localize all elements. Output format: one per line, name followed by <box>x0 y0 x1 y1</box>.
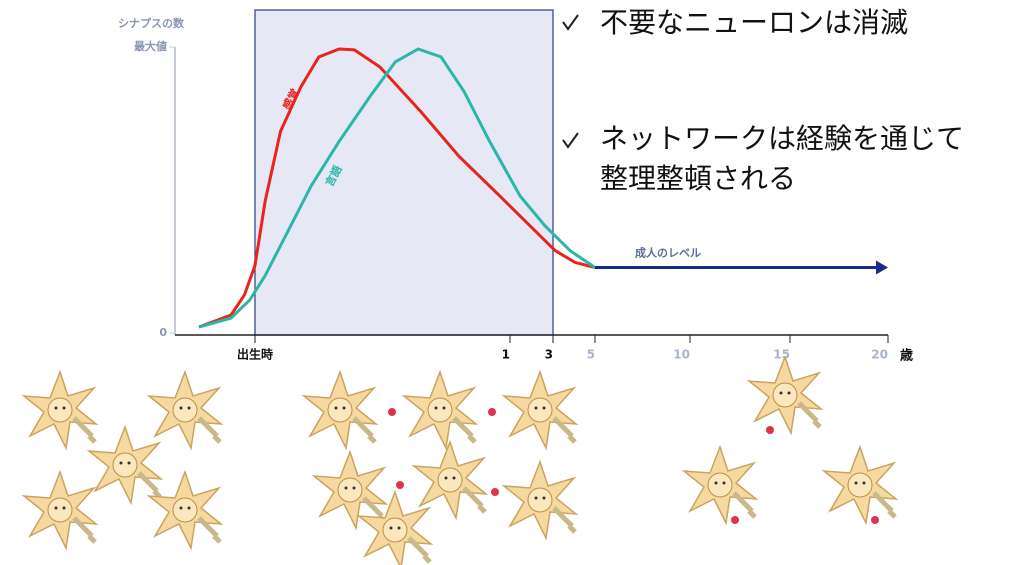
x-tick-label: 1 <box>502 348 510 362</box>
synapse <box>396 481 404 489</box>
x-tick-label: 20 <box>871 348 888 362</box>
check-icon <box>563 133 578 147</box>
bullet-text: 整理整頓される <box>600 162 796 195</box>
neuron <box>414 442 486 518</box>
x-tick-label: 5 <box>587 348 595 362</box>
arrow-head <box>876 261 888 275</box>
synapse <box>766 426 774 434</box>
slide: 0最大値出生時135101520感覚言語成人のレベル 不要なニューロンは消滅 ネ… <box>0 0 1034 565</box>
x-unit: 歳 <box>900 348 913 364</box>
neuron <box>89 427 161 503</box>
neuron <box>684 447 756 523</box>
x-tick-label: 3 <box>545 348 553 362</box>
neuron <box>504 372 576 448</box>
synapse <box>731 516 739 524</box>
neuron <box>749 357 821 433</box>
x-tick-label: 10 <box>673 348 690 362</box>
bullet-text: ネットワークは経験を通じて <box>600 122 964 155</box>
neuron <box>824 447 896 523</box>
neurons <box>24 357 896 565</box>
x-tick-label: 出生時 <box>237 347 273 362</box>
neuron <box>149 372 221 448</box>
synapse <box>871 516 879 524</box>
synapse <box>491 488 499 496</box>
neuron <box>149 472 221 548</box>
neuron <box>24 372 96 448</box>
neuron <box>304 372 376 448</box>
bullet-text: 不要なニューロンは消滅 <box>600 6 908 39</box>
neuron <box>504 462 576 538</box>
adult-level-label: 成人のレベル <box>635 246 701 260</box>
synapse <box>488 408 496 416</box>
check-icon <box>563 15 578 29</box>
x-tick-label: 15 <box>773 348 790 362</box>
synapse <box>388 408 396 416</box>
y-tick-label: 0 <box>159 326 167 339</box>
neuron <box>404 372 476 448</box>
y-tick-label: 最大値 <box>134 39 167 53</box>
y-axis-title: シナプスの数 <box>118 16 185 30</box>
neuron <box>24 472 96 548</box>
